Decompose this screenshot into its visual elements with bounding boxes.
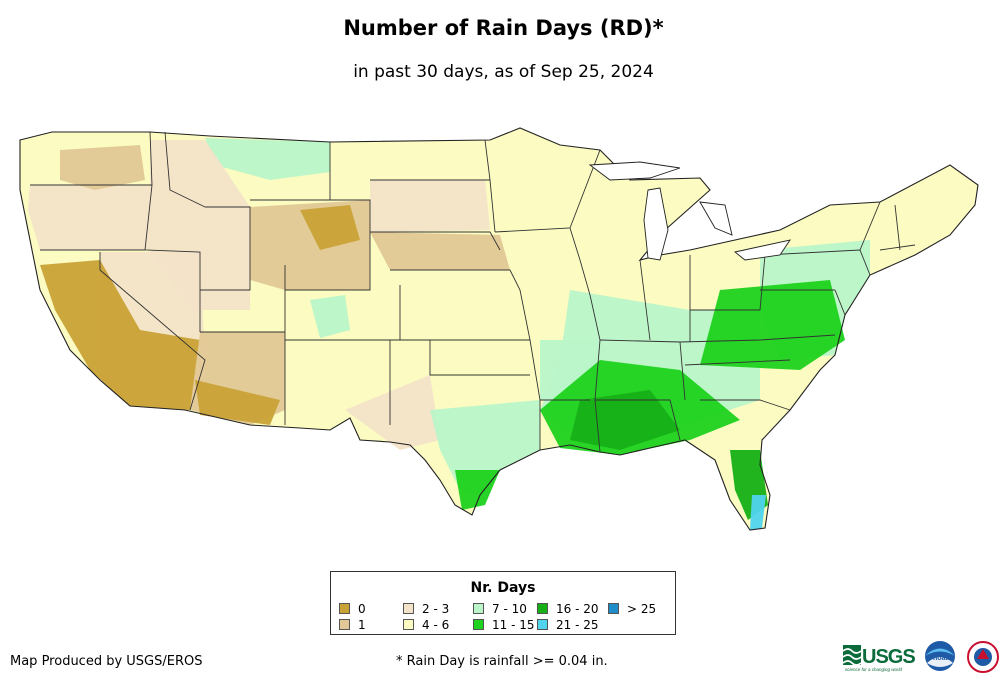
rain-days-region bbox=[205, 138, 330, 180]
legend-swatch bbox=[473, 619, 484, 630]
legend-label: 4 - 6 bbox=[422, 618, 450, 632]
rain-days-region bbox=[370, 232, 510, 270]
rain-days-region bbox=[370, 180, 490, 232]
legend-label: 2 - 3 bbox=[422, 602, 450, 616]
lake-michigan bbox=[643, 187, 669, 261]
rain-days-region bbox=[570, 390, 680, 450]
noaa-logo: noaa bbox=[925, 641, 955, 671]
legend-swatch bbox=[608, 603, 619, 614]
legend-label: 11 - 15 bbox=[492, 618, 535, 632]
legend-label: 1 bbox=[358, 618, 366, 632]
legend-label: 21 - 25 bbox=[556, 618, 599, 632]
rain-days-region bbox=[880, 170, 975, 250]
noaa-logo-text: noaa bbox=[933, 655, 949, 662]
rain-days-region bbox=[60, 145, 145, 190]
map-credit: Map Produced by USGS/EROS bbox=[10, 654, 203, 669]
legend-swatch bbox=[537, 619, 548, 630]
map-subtitle: in past 30 days, as of Sep 25, 2024 bbox=[353, 62, 654, 82]
legend-swatch bbox=[339, 603, 350, 614]
legend-swatch bbox=[403, 603, 414, 614]
legend-label: 16 - 20 bbox=[556, 602, 599, 616]
legend-label: 7 - 10 bbox=[492, 602, 527, 616]
us-outline bbox=[19, 127, 979, 531]
lake-huron-erie bbox=[699, 201, 791, 261]
nws-logo bbox=[967, 641, 999, 673]
legend-swatch bbox=[403, 619, 414, 630]
state-boundaries bbox=[30, 131, 916, 453]
legend: Nr. Days 0 1 2 - 3 4 - 6 7 - 10 11 - 15 16 - 2… bbox=[330, 571, 676, 635]
legend-swatch bbox=[339, 619, 350, 630]
rain-days-map bbox=[19, 127, 979, 531]
legend-label: > 25 bbox=[627, 602, 657, 616]
rain-days-region bbox=[310, 295, 350, 338]
usgs-logo: USGS science for a changing world bbox=[843, 645, 916, 672]
rain-days-region bbox=[40, 260, 200, 410]
rain-days-region bbox=[700, 280, 845, 370]
rain-days-region bbox=[455, 470, 500, 510]
rain-days-region bbox=[345, 375, 440, 450]
map-title: Number of Rain Days (RD)* bbox=[343, 16, 664, 40]
rain-days-region bbox=[300, 205, 360, 250]
usgs-logo-text: USGS bbox=[862, 646, 915, 668]
agency-logos: USGS science for a changing world noaa bbox=[843, 641, 999, 673]
legend-label: 0 bbox=[358, 602, 366, 616]
usgs-tagline: science for a changing world bbox=[845, 667, 903, 672]
rain-days-region bbox=[195, 380, 280, 425]
legend-swatch bbox=[537, 603, 548, 614]
legend-title: Nr. Days bbox=[470, 580, 536, 596]
rain-days-region bbox=[750, 495, 766, 530]
rain-days-region bbox=[28, 185, 150, 250]
legend-swatch bbox=[473, 603, 484, 614]
rain-day-footnote: * Rain Day is rainfall >= 0.04 in. bbox=[396, 654, 608, 669]
lake-superior bbox=[588, 161, 681, 181]
